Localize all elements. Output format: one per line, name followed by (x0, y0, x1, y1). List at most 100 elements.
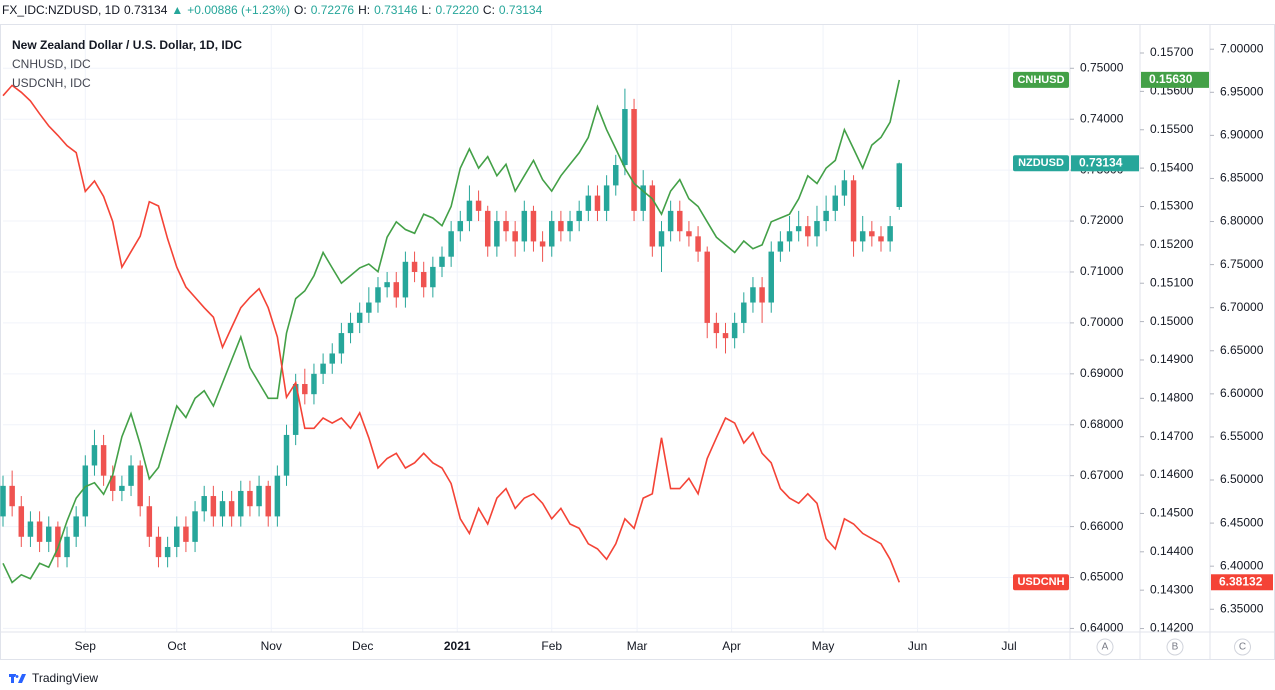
axis-badge (1096, 638, 1114, 656)
candle-body (521, 210, 528, 242)
candle-body (201, 496, 207, 512)
candle-body (302, 384, 308, 395)
brand-logo (9, 674, 26, 683)
candle-body (823, 210, 829, 222)
last-price: 0.73134 (124, 3, 168, 17)
y-tick-label: 6.60000 (1220, 386, 1264, 400)
legend: New Zealand Dollar / U.S. Dollar, 1D, ID… (12, 36, 242, 93)
y-tick-label: 0.14300 (1150, 582, 1194, 596)
candle-body (384, 282, 390, 288)
plot-background (3, 25, 1070, 632)
last-value-tag (1211, 574, 1273, 591)
candle-body (887, 226, 893, 242)
candle-body (137, 465, 143, 507)
candle-body (393, 282, 400, 298)
last-value-label: 0.73134 (1079, 155, 1123, 169)
y-tick-label: 0.14900 (1150, 352, 1194, 366)
candle-body (594, 195, 601, 211)
candle-body (411, 261, 418, 272)
candle-body (347, 322, 354, 334)
candle-body (430, 266, 436, 288)
y-tick-label: 0.74000 (1080, 111, 1124, 125)
candle-body (247, 490, 253, 507)
candle-body (859, 231, 866, 242)
candle-body (768, 251, 774, 303)
series-name-label: CNHUSD (1017, 74, 1064, 86)
candle-body (210, 496, 217, 517)
candle-body (338, 333, 345, 354)
y-tick-label: 6.80000 (1220, 214, 1264, 228)
high-label: H: (358, 3, 371, 17)
candle-body (420, 271, 427, 288)
candle-body (759, 287, 765, 303)
y-tick-label: 0.15300 (1150, 199, 1194, 213)
candle-body (27, 521, 34, 537)
series-name-label: NZDUSD (1018, 157, 1064, 169)
candle-body (603, 185, 610, 211)
candle-body (0, 485, 6, 517)
candle-body (64, 536, 70, 558)
candle-body (795, 226, 802, 232)
candle-body (448, 231, 454, 257)
y-tick-label: 0.66000 (1080, 519, 1124, 533)
candle-body (484, 210, 491, 247)
candle-body (475, 200, 482, 211)
x-tick-label: Mar (627, 639, 648, 653)
y-tick-label: 0.14600 (1150, 467, 1194, 481)
x-tick-label: May (812, 639, 835, 653)
candle-body (192, 511, 198, 542)
candle-body (45, 526, 52, 542)
y-tick-label: 6.75000 (1220, 257, 1264, 271)
y-tick-label: 0.14700 (1150, 429, 1194, 443)
candle-body (805, 226, 811, 237)
candle-body (722, 333, 729, 339)
y-tick-label: 0.14200 (1150, 621, 1194, 635)
candle-body (274, 475, 281, 517)
candle-body (695, 236, 701, 252)
candle-body (265, 485, 271, 517)
candle-body (658, 231, 665, 247)
close-value: 0.73134 (498, 3, 543, 17)
candle-body (741, 302, 747, 323)
y-tick-label: 0.15000 (1150, 314, 1194, 328)
y-tick-label: 0.67000 (1080, 468, 1124, 482)
candle-body (850, 180, 857, 242)
y-tick-label: 0.15500 (1150, 122, 1194, 136)
legend-entry[interactable]: USDCNH, IDC (12, 76, 91, 90)
candle-body (457, 221, 464, 232)
candle-body (329, 353, 335, 364)
candle-body (73, 516, 79, 537)
series-name-tag (1013, 155, 1069, 172)
y-tick-label: 6.85000 (1220, 171, 1264, 185)
candle-body (567, 221, 573, 232)
x-tick-label: Jul (1001, 639, 1016, 653)
candle-body (713, 322, 720, 334)
brand[interactable]: TradingView (8, 671, 98, 685)
x-tick-label: Sep (75, 639, 97, 653)
y-tick-label: 6.90000 (1220, 128, 1264, 142)
candle-body (878, 236, 884, 242)
candle-body (832, 195, 839, 211)
candle-body (896, 163, 903, 207)
y-tick-label: 0.15700 (1150, 45, 1194, 59)
legend-entry[interactable]: New Zealand Dollar / U.S. Dollar, 1D, ID… (12, 38, 243, 52)
candle-body (9, 485, 15, 507)
candle-body (777, 241, 784, 252)
y-tick-label: 6.45000 (1220, 515, 1264, 529)
x-tick-label: Nov (261, 639, 282, 653)
candle-body (731, 322, 738, 339)
y-tick-label: 6.95000 (1220, 84, 1264, 98)
x-tick-label: 2021 (444, 639, 471, 653)
y-tick-label: 0.64000 (1080, 621, 1124, 635)
candle-body (82, 465, 89, 517)
axis-badge (1166, 638, 1184, 656)
y-tick-label: 6.55000 (1220, 429, 1264, 443)
y-tick-label: 0.65000 (1080, 570, 1124, 584)
y-tick-label: 0.71000 (1080, 264, 1124, 278)
symbol-header: FX_IDC:NZDUSD, 1D 0.73134 ▲ +0.00886 (+1… (2, 3, 542, 17)
candle-body (174, 526, 180, 547)
open-label: O: (294, 3, 307, 17)
candle-body (631, 109, 637, 211)
legend-entry[interactable]: CNHUSD, IDC (12, 57, 91, 71)
